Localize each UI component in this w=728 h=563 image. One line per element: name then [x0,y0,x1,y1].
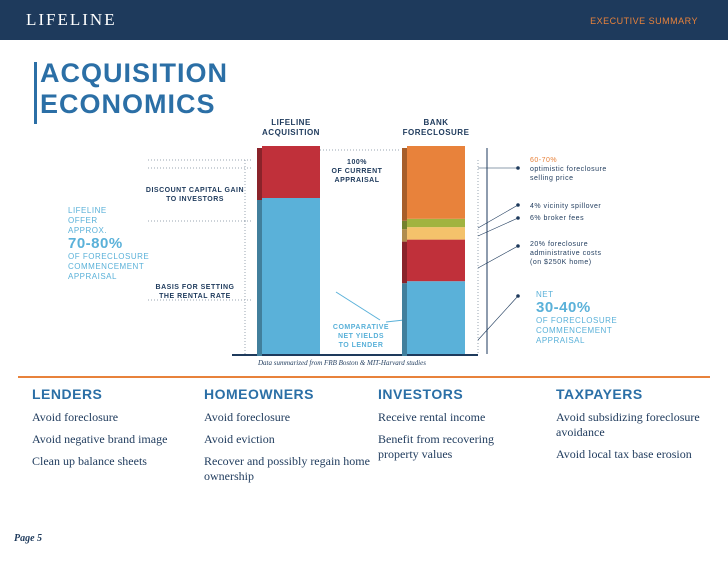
label-line: LIFELINE [68,206,107,215]
callout-dot [516,216,520,220]
label-line: APPRAISAL [334,177,380,184]
group-homeowners: HOMEOWNERS Avoid foreclosure Avoid evict… [204,386,372,491]
label-line: OF FORECLOSURE [68,252,150,261]
group-item: Avoid foreclosure [32,410,119,424]
callout-line [477,245,519,269]
group-item: Receive rental income [378,410,486,424]
source-note: Data summarized from FRB Boston & MIT-Ha… [258,359,426,367]
callout-line [477,217,519,237]
page-number: Page 5 [14,533,43,544]
label-line: (on $250K home) [530,259,592,266]
vicinity-spillover-label: 4% vicinity spillover [530,203,602,210]
label-line: administrative costs [530,250,602,257]
selling-price-label: 60-70% optimistic foreclosure selling pr… [530,156,650,183]
group-item: Avoid eviction [204,432,275,446]
group-item: Avoid foreclosure [204,410,291,424]
net-percent: 30-40% [536,299,591,316]
callout-dot [516,203,520,207]
bar-segment [407,281,465,354]
label-line: NET YIELDS [337,333,385,340]
connector-line [385,319,405,323]
discount-capital-gain-label: DISCOUNT CAPITAL GAIN TO INVESTORS [140,186,250,204]
label-line: NET [536,290,554,299]
title-line-1: ACQUISITION [40,58,229,88]
offer-percent: 70-80% [68,235,123,252]
label-line: COMMENCEMENT [68,262,145,271]
page-title: ACQUISITION ECONOMICS [40,58,228,120]
group-taxpayers: TAXPAYERS Avoid subsidizing foreclosure … [556,386,716,469]
group-item: Clean up balance sheets [32,454,147,468]
group-item: Avoid subsidizing foreclosure avoidance [556,410,700,439]
label-line: TO LENDER [338,342,384,349]
label-line: APPRAISAL [68,272,117,281]
label-line: APPRAISAL [536,336,585,345]
bar-segment-side [402,283,407,356]
callout-dot [516,244,520,248]
connector-line [335,291,381,321]
current-appraisal-label: 100% OF CURRENT APPRAISAL [322,158,392,185]
column-head-bank: BANK FORECLOSURE [381,118,491,138]
group-title: TAXPAYERS [556,386,643,402]
title-accent-bar [34,62,37,124]
group-title: HOMEOWNERS [204,386,314,402]
comparative-yields-label: COMPARATIVE NET YIELDS TO LENDER [326,323,396,350]
bar-segment [407,146,465,219]
label-line: 20% foreclosure [530,241,589,248]
bar-segment [262,146,320,198]
column-head-line: ACQUISITION [262,128,320,137]
bar-segment [407,239,465,282]
callout-dot [516,166,520,170]
label-line: THE RENTAL RATE [159,293,231,300]
label-line: COMPARATIVE [332,324,390,331]
label-line: COMMENCEMENT [536,326,613,335]
bar-segment [407,218,465,228]
callout-line [477,204,519,229]
label-line: OF FORECLOSURE [536,316,618,325]
group-investors: INVESTORS Receive rental income Benefit … [378,386,528,469]
label-line: APPROX. [68,226,108,235]
label-line: BASIS FOR SETTING [155,284,235,291]
label-line: TO INVESTORS [166,196,224,203]
column-head-line: BANK [423,118,449,127]
callout-line [477,295,519,341]
admin-costs-label: 20% foreclosure administrative costs (on… [530,240,650,267]
bar-segment-side [257,200,262,356]
column-head-line: LIFELINE [271,118,311,127]
group-title: INVESTORS [378,386,464,402]
callout-dot [516,294,520,298]
top-bar: LIFELINE EXECUTIVE SUMMARY [0,0,728,40]
label-line: optimistic foreclosure [530,166,607,173]
bar-segment-side [257,148,262,200]
group-lenders: LENDERS Avoid foreclosure Avoid negative… [32,386,202,476]
bar-segment [262,198,320,354]
lifeline-offer-label: LIFELINE OFFER APPROX. 70-80% OF FORECLO… [68,206,178,282]
broker-fees-label: 6% broker fees [530,215,585,222]
bar-segment-side [402,229,407,242]
label-line: OFFER [68,216,98,225]
group-item: Recover and possibly regain home ownersh… [204,454,370,483]
column-head-lifeline: LIFELINE ACQUISITION [236,118,346,138]
title-line-2: ECONOMICS [40,89,216,119]
bar-segment-side [402,148,407,221]
bar-segment-side [402,241,407,284]
label-line: DISCOUNT CAPITAL GAIN [145,187,245,194]
group-item: Benefit from recovering property values [378,432,494,461]
bar-segment-side [402,220,407,230]
brand-logo: LIFELINE [26,10,117,29]
group-title: LENDERS [32,386,103,402]
label-line: selling price [530,175,574,182]
basis-rental-rate-label: BASIS FOR SETTING THE RENTAL RATE [150,283,240,301]
section-label: EXECUTIVE SUMMARY [590,16,698,26]
section-divider [18,376,710,378]
label-line: 60-70% [530,157,558,164]
label-line: 100% [347,159,367,166]
group-item: Avoid negative brand image [32,432,168,446]
bar-segment [407,227,465,240]
net-label: NET 30-40% OF FORECLOSURE COMMENCEMENT A… [536,290,656,346]
column-head-line: FORECLOSURE [402,128,470,137]
group-item: Avoid local tax base erosion [556,447,692,461]
label-line: OF CURRENT [331,168,383,175]
